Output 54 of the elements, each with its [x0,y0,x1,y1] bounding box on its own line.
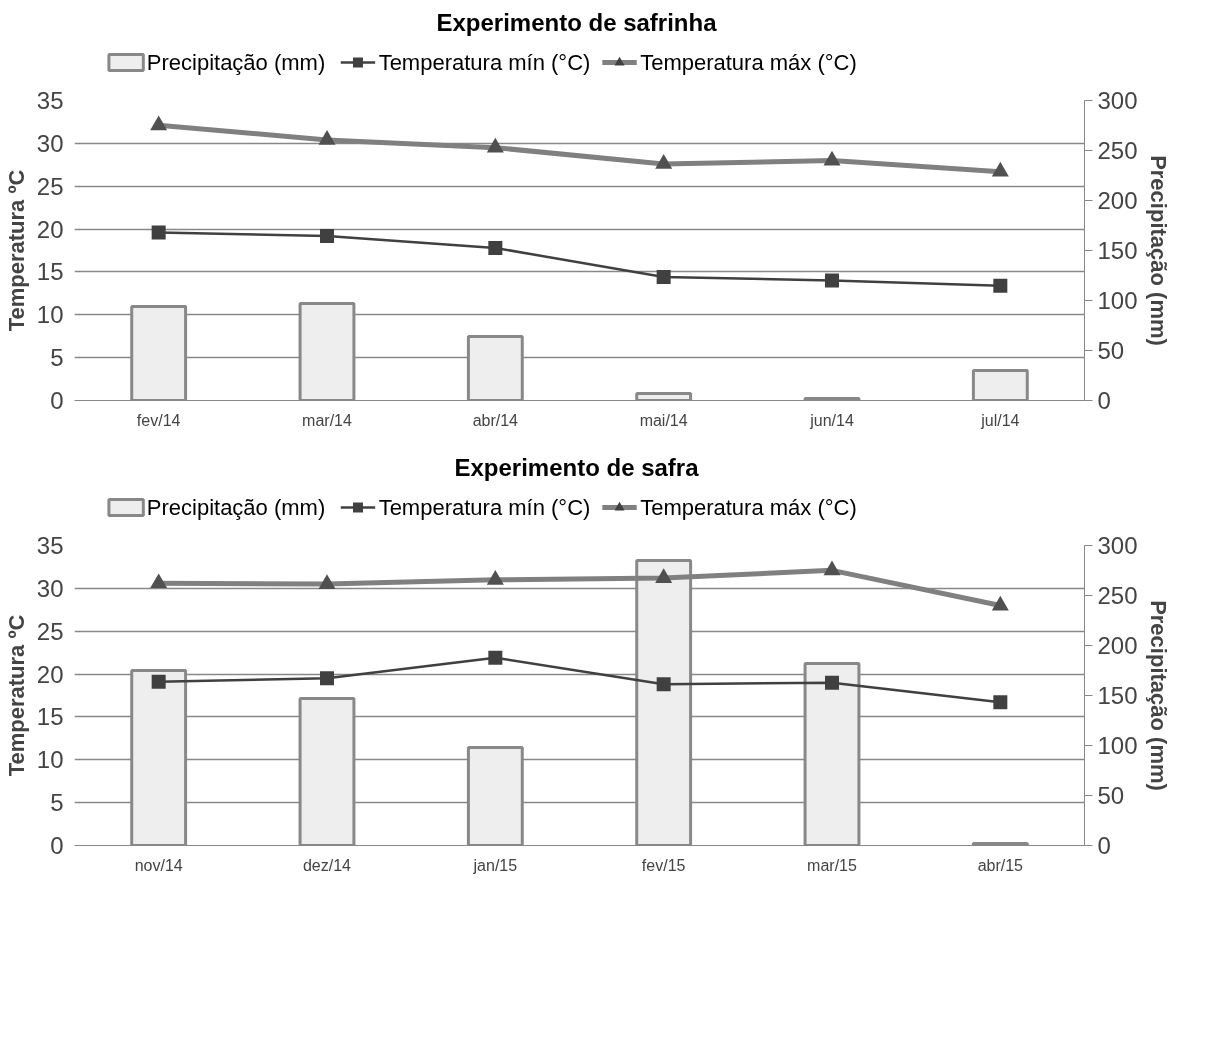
x-tick-label: mar/15 [807,856,857,874]
y2-axis-title: Precipitação (mm) [1145,155,1171,346]
y-tick-label: 25 [36,617,64,645]
y-tick-label: 30 [36,574,64,602]
y-tick-label: 30 [36,129,64,157]
y2-tick-label: 300 [1097,87,1138,114]
y2-tick-label: 150 [1097,237,1138,264]
y2-tick-label: 0 [1097,832,1111,859]
x-tick-label: abr/15 [977,856,1024,874]
y2-axis-title: Precipitação (mm) [1145,600,1171,791]
y-tick-label: 5 [50,344,64,372]
y-tick-label: 10 [36,746,64,774]
y-tick-label: 15 [36,258,64,286]
legend-label: Temperatura máx (°C) [640,495,857,520]
y-tick-label: 10 [36,301,64,329]
y-tick-label: 0 [50,387,64,414]
y2-tick-label: 50 [1097,337,1125,364]
y-tick-label: 20 [36,215,64,243]
chart-title: Experimento de safrinha [436,8,718,36]
x-tick-label: dez/14 [302,856,352,874]
y-axis-title: Temperatura ºC [3,614,29,777]
y2-tick-label: 0 [1097,387,1111,414]
y-axis-title: Temperatura ºC [3,169,29,332]
y2-tick-label: 200 [1097,187,1138,214]
y-tick-label: 5 [50,789,64,817]
y2-tick-label: 300 [1097,532,1138,559]
x-tick-label: jan/15 [472,856,518,874]
y2-tick-label: 100 [1097,287,1138,314]
y-tick-label: 15 [36,703,64,731]
legend-label: Precipitação (mm) [146,495,326,520]
legend-label: Temperatura mín (°C) [378,50,591,75]
y-tick-label: 35 [36,532,64,559]
legend-label: Temperatura mín (°C) [378,495,591,520]
x-tick-label: mar/14 [302,411,352,429]
x-tick-label: nov/14 [134,856,183,874]
y-tick-label: 35 [36,87,64,114]
y2-tick-label: 250 [1097,582,1138,609]
x-tick-label: mai/14 [639,411,688,429]
y2-tick-label: 50 [1097,782,1125,809]
legend-label: Temperatura máx (°C) [640,50,857,75]
y2-tick-label: 250 [1097,137,1138,164]
x-tick-label: abr/14 [472,411,519,429]
x-tick-label: jul/14 [980,411,1020,429]
x-tick-label: fev/14 [136,411,181,429]
y2-tick-label: 100 [1097,732,1138,759]
y-tick-label: 20 [36,660,64,688]
y-tick-label: 0 [50,832,64,859]
x-tick-label: jun/14 [809,411,854,429]
chart-title: Experimento de safra [454,453,700,481]
y-tick-label: 25 [36,172,64,200]
y2-tick-label: 150 [1097,682,1138,709]
x-tick-label: fev/15 [641,856,686,874]
y2-tick-label: 200 [1097,632,1138,659]
legend-label: Precipitação (mm) [146,50,326,75]
